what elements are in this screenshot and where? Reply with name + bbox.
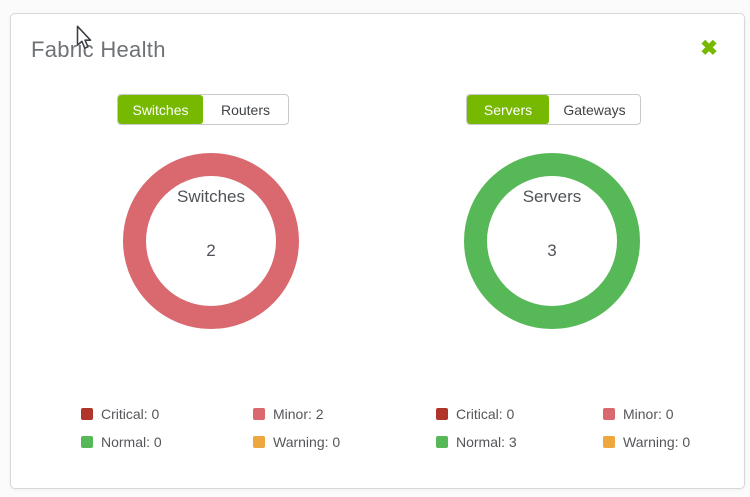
legend-item-critical: Critical: 0 (81, 404, 253, 424)
donut-center-value: 3 (547, 241, 557, 260)
toggle-routers[interactable]: Routers (203, 95, 288, 124)
legend-text: Minor: 0 (623, 406, 674, 422)
donut-center-value: 2 (206, 241, 216, 260)
switches-donut-chart[interactable]: Switches 2 (123, 153, 299, 329)
legend-item-normal: Normal: 0 (81, 432, 253, 452)
toggle-servers[interactable]: Servers (467, 95, 549, 124)
legend-text: Normal: 0 (101, 434, 162, 450)
minor-swatch-icon (603, 408, 615, 420)
warning-swatch-icon (603, 436, 615, 448)
normal-swatch-icon (81, 436, 93, 448)
warning-swatch-icon (253, 436, 265, 448)
legend-item-warning: Warning: 0 (603, 432, 690, 452)
minor-swatch-icon (253, 408, 265, 420)
toggle-gateways[interactable]: Gateways (549, 95, 640, 124)
legend-text: Minor: 2 (273, 406, 324, 422)
close-icon[interactable]: ✖ (693, 35, 725, 63)
servers-donut-chart[interactable]: Servers 3 (464, 153, 640, 329)
donut-center-label: Servers (522, 187, 582, 206)
legend-item-minor: Minor: 0 (603, 404, 690, 424)
servers-gateways-toggle: Servers Gateways (466, 94, 641, 125)
legend-text: Warning: 0 (623, 434, 691, 450)
legend-item-normal: Normal: 3 (436, 432, 603, 452)
legend-item-minor: Minor: 2 (253, 404, 340, 424)
fabric-health-card: Fabric Health ✖ Switches Routers Servers… (10, 13, 745, 489)
dialog-title: Fabric Health (31, 37, 166, 62)
donut-center-label: Switches (176, 187, 246, 206)
legend-item-warning: Warning: 0 (253, 432, 340, 452)
legend-item-critical: Critical: 0 (436, 404, 603, 424)
normal-swatch-icon (436, 436, 448, 448)
legend-text: Critical: 0 (456, 406, 515, 422)
legend-text: Warning: 0 (273, 434, 341, 450)
switches-legend: Critical: 0 Minor: 2 Normal: 0 Warning: … (81, 404, 340, 452)
legend-text: Critical: 0 (101, 406, 160, 422)
legend-text: Normal: 3 (456, 434, 517, 450)
toggle-switches[interactable]: Switches (118, 95, 203, 124)
critical-swatch-icon (81, 408, 93, 420)
servers-legend: Critical: 0 Minor: 0 Normal: 3 Warning: … (436, 404, 690, 452)
switches-routers-toggle: Switches Routers (117, 94, 289, 125)
critical-swatch-icon (436, 408, 448, 420)
